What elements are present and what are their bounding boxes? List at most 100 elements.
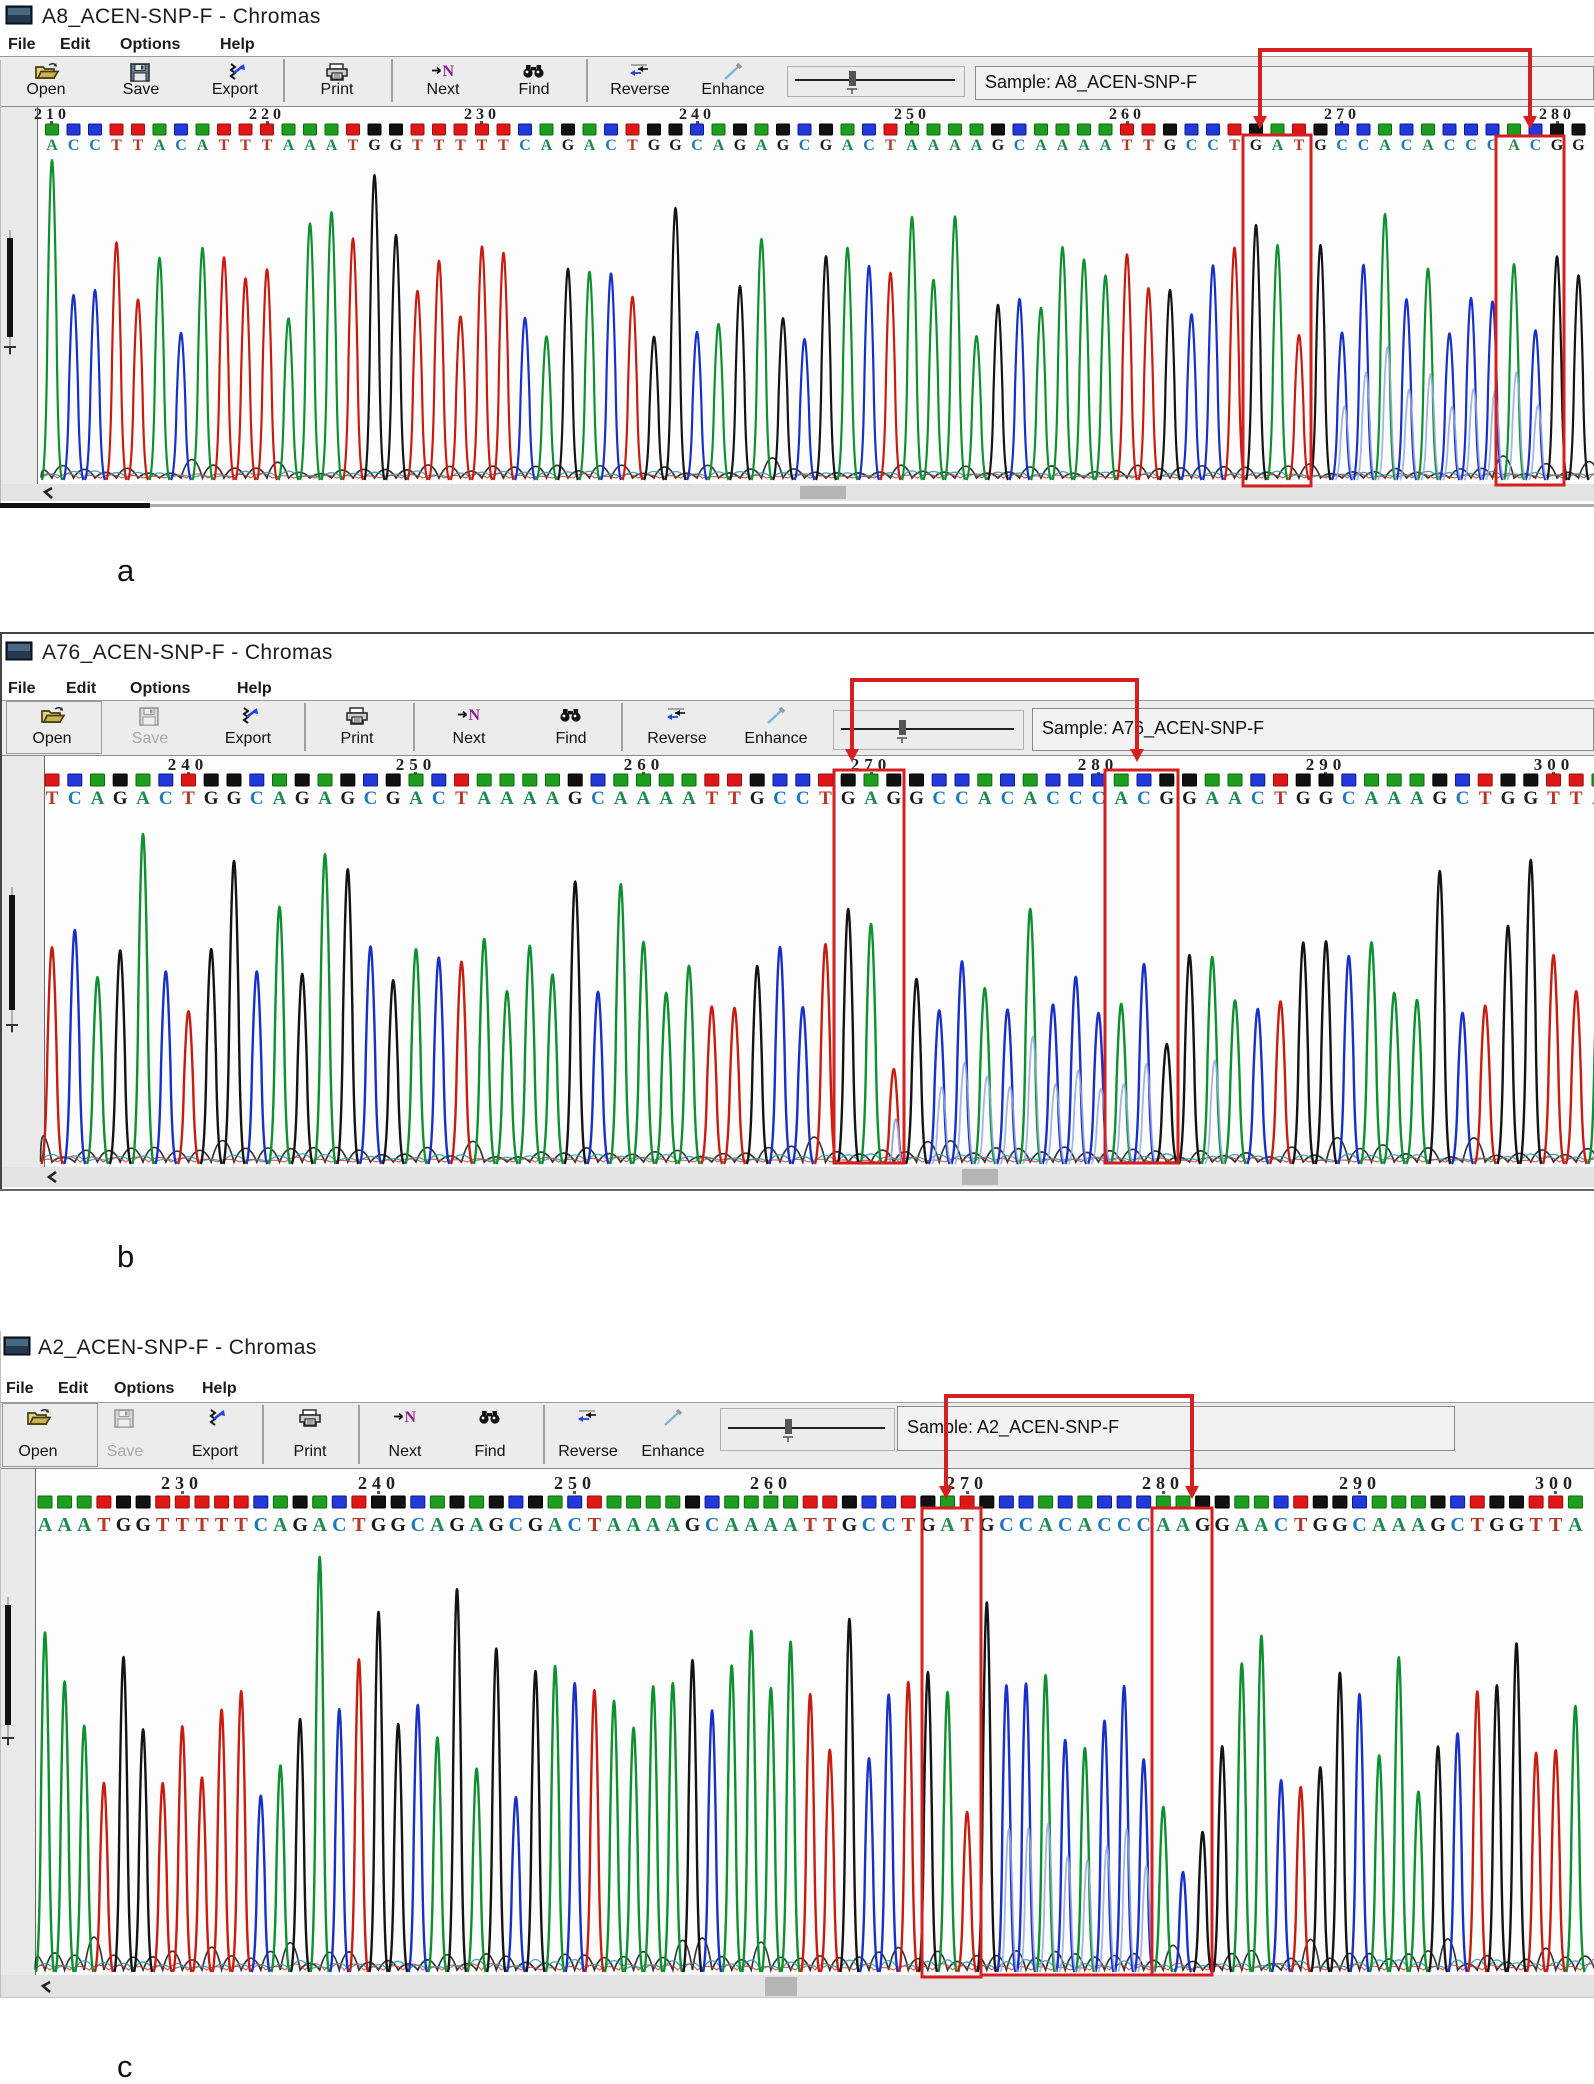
svg-text:G: G [920,1514,936,1536]
svg-text:C: C [1136,1514,1150,1536]
svg-text:A: A [783,1514,798,1536]
svg-text:A: A [928,137,940,154]
svg-text:T: T [705,788,718,809]
svg-text:T: T [819,788,832,809]
svg-text:A: A [1508,137,1520,154]
svg-text:G: G [841,788,856,809]
svg-text:T: T [960,1514,974,1536]
svg-text:G: G [669,137,682,154]
svg-text:A: A [477,788,491,809]
svg-text:C: C [68,137,80,154]
svg-text:A: A [1078,137,1090,154]
svg-text:A: A [1235,1514,1250,1536]
svg-text:A: A [1176,1514,1191,1536]
svg-text:C: C [68,788,82,809]
svg-text:A: A [1387,788,1401,809]
svg-text:G: G [390,1514,406,1536]
svg-text:C: C [799,137,811,154]
svg-text:A: A [971,137,983,154]
svg-text:A: A [1372,1514,1387,1536]
svg-text:T: T [235,1514,249,1536]
svg-text:C: C [1117,1514,1131,1536]
svg-text:A: A [713,137,725,154]
svg-text:A: A [326,137,338,154]
svg-text:T: T [455,137,466,154]
svg-text:240: 240 [358,1473,400,1493]
svg-text:A: A [469,1514,484,1536]
svg-text:A: A [1422,137,1434,154]
svg-text:T: T [46,788,59,809]
svg-text:G: G [1182,788,1197,809]
svg-text:A: A [949,137,961,154]
svg-text:G: G [979,1514,995,1536]
svg-text:T: T [1529,1514,1543,1536]
svg-text:C: C [1274,1514,1288,1536]
svg-text:G: G [1430,1514,1446,1536]
svg-text:T: T [156,1514,170,1536]
svg-text:C: C [691,137,703,154]
svg-text:G: G [1572,137,1585,154]
svg-text:G: G [1250,137,1263,154]
svg-text:A: A [318,788,332,809]
svg-text:C: C [1251,788,1265,809]
svg-text:G: G [489,1514,505,1536]
svg-text:A: A [1568,1514,1583,1536]
svg-text:G: G [204,788,219,809]
svg-text:A: A [1365,788,1379,809]
svg-text:A: A [584,137,596,154]
svg-text:G: G [227,788,242,809]
svg-text:250: 250 [894,106,930,123]
svg-text:C: C [159,788,173,809]
svg-text:C: C [881,1514,895,1536]
svg-text:250: 250 [554,1473,596,1493]
svg-text:G: G [886,788,901,809]
svg-text:C: C [1097,1514,1111,1536]
svg-text:C: C [796,788,810,809]
svg-text:C: C [1401,137,1413,154]
svg-text:280: 280 [1539,106,1575,123]
svg-text:G: G [909,788,924,809]
svg-text:A: A [764,1514,779,1536]
svg-text:C: C [1092,788,1106,809]
svg-text:T: T [219,137,230,154]
svg-text:A: A [312,1514,327,1536]
svg-text:T: T [477,137,488,154]
svg-text:G: G [1432,788,1447,809]
svg-text:C: C [432,788,446,809]
svg-text:A: A [409,788,423,809]
svg-text:250: 250 [396,755,437,774]
svg-text:A: A [1023,788,1037,809]
svg-text:A: A [940,1514,955,1536]
svg-text:A: A [1411,1514,1426,1536]
svg-text:290: 290 [1339,1473,1381,1493]
svg-text:A: A [548,1514,563,1536]
svg-text:A: A [1100,137,1112,154]
svg-text:G: G [1314,137,1327,154]
svg-text:T: T [1274,788,1287,809]
svg-text:G: G [842,1514,858,1536]
svg-text:T: T [902,1514,916,1536]
svg-text:G: G [528,1514,544,1536]
svg-text:T: T [1547,788,1560,809]
svg-text:220: 220 [249,106,285,123]
svg-text:T: T [195,1514,209,1536]
svg-text:C: C [1336,137,1348,154]
svg-text:T: T [262,137,273,154]
svg-text:A: A [273,788,287,809]
svg-text:260: 260 [1109,106,1145,123]
svg-text:A: A [541,137,553,154]
svg-text:C: C [1342,788,1356,809]
svg-text:300: 300 [1535,1473,1577,1493]
svg-text:A: A [864,788,878,809]
svg-text:G: G [1296,788,1311,809]
svg-text:A: A [154,137,166,154]
svg-text:C: C [1019,1514,1033,1536]
svg-text:T: T [1570,788,1583,809]
svg-text:A: A [724,1514,739,1536]
svg-text:240: 240 [168,755,209,774]
svg-text:A: A [1205,788,1219,809]
svg-text:G: G [368,137,381,154]
svg-text:G: G [648,137,661,154]
svg-text:A: A [1078,1514,1093,1536]
svg-text:G: G [1523,788,1538,809]
